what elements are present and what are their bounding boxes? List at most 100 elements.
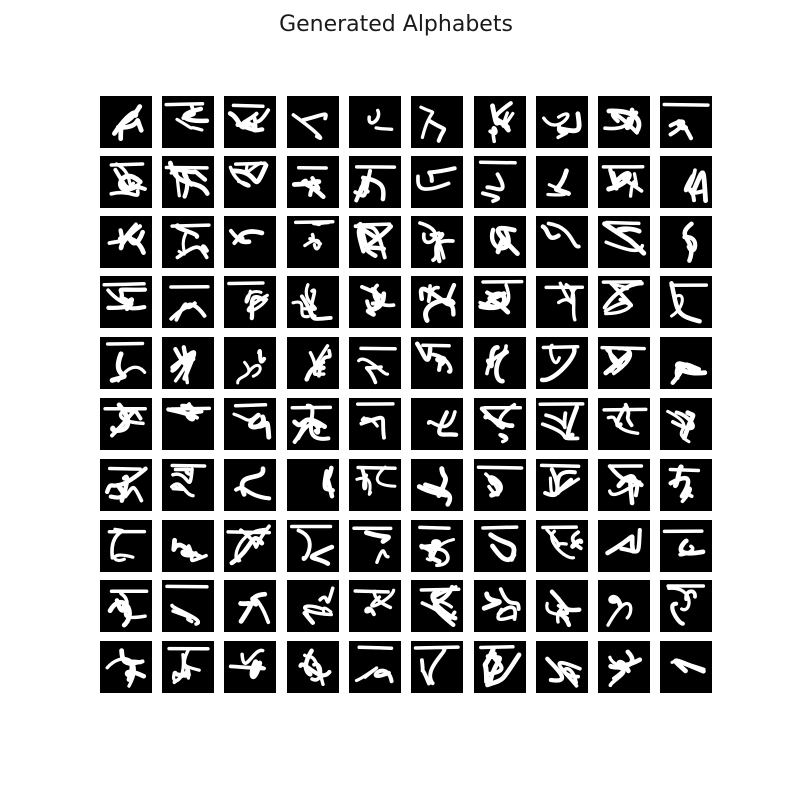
glyph-stroke bbox=[668, 119, 686, 137]
glyph-stroke bbox=[672, 464, 684, 489]
glyph-stroke bbox=[244, 289, 263, 304]
glyph-stroke bbox=[187, 544, 208, 563]
glyph-stroke bbox=[609, 281, 633, 308]
glyph-stroke bbox=[296, 528, 312, 561]
glyph-headline bbox=[170, 223, 211, 228]
handwritten-glyph bbox=[545, 589, 582, 628]
handwritten-glyph bbox=[662, 529, 706, 557]
handwritten-glyph bbox=[234, 466, 272, 501]
character-tile bbox=[474, 337, 526, 389]
character-tile bbox=[287, 276, 339, 328]
glyph-stroke bbox=[175, 117, 204, 132]
glyph-stroke bbox=[303, 648, 314, 677]
character-tile bbox=[411, 398, 463, 450]
handwritten-glyph bbox=[539, 343, 580, 383]
character-tile bbox=[660, 459, 712, 511]
glyph-stroke bbox=[364, 365, 383, 385]
glyph-headline bbox=[109, 162, 145, 167]
glyph-headline bbox=[227, 281, 265, 286]
glyph-stroke bbox=[364, 606, 376, 617]
character-tile bbox=[349, 398, 401, 450]
handwritten-glyph bbox=[481, 587, 521, 622]
handwritten-glyph bbox=[171, 537, 208, 563]
glyph-stroke bbox=[247, 364, 262, 378]
glyph-stroke bbox=[303, 238, 321, 251]
glyph-stroke bbox=[177, 229, 189, 256]
handwritten-glyph bbox=[105, 341, 147, 383]
handwritten-glyph bbox=[607, 464, 644, 506]
glyph-headline bbox=[421, 343, 451, 348]
glyph-stroke bbox=[484, 651, 504, 677]
character-tile bbox=[224, 459, 276, 511]
glyph-stroke bbox=[604, 240, 645, 253]
glyph-stroke bbox=[374, 126, 394, 131]
character-tile bbox=[287, 580, 339, 632]
handwritten-glyph bbox=[293, 219, 335, 251]
character-tile bbox=[162, 96, 214, 148]
character-tile bbox=[474, 641, 526, 693]
glyph-stroke bbox=[483, 290, 502, 307]
character-tile bbox=[598, 459, 650, 511]
glyph-stroke bbox=[116, 365, 147, 383]
handwritten-glyph bbox=[606, 594, 633, 627]
glyph-stroke bbox=[246, 293, 269, 313]
glyph-headline bbox=[668, 467, 701, 473]
glyph-stroke bbox=[419, 105, 435, 140]
handwritten-glyph bbox=[229, 228, 265, 245]
glyph-stroke bbox=[539, 347, 577, 383]
character-tile bbox=[411, 580, 463, 632]
character-tile bbox=[100, 580, 152, 632]
glyph-stroke bbox=[170, 603, 201, 626]
handwritten-glyph bbox=[416, 166, 457, 191]
handwritten-glyph bbox=[419, 584, 461, 628]
handwritten-glyph bbox=[542, 111, 582, 140]
glyph-stroke bbox=[431, 352, 453, 374]
character-tile bbox=[100, 96, 152, 148]
glyph-stroke bbox=[495, 225, 520, 256]
character-tile bbox=[349, 216, 401, 268]
glyph-stroke bbox=[118, 287, 148, 303]
glyph-headline bbox=[418, 525, 451, 530]
glyph-headline bbox=[478, 160, 517, 165]
glyph-stroke bbox=[248, 412, 266, 430]
character-tile bbox=[474, 96, 526, 148]
glyph-stroke bbox=[354, 184, 370, 203]
handwritten-glyph bbox=[478, 279, 524, 315]
character-tile bbox=[287, 641, 339, 693]
character-tile bbox=[349, 580, 401, 632]
glyph-stroke bbox=[234, 486, 272, 501]
glyph-stroke bbox=[684, 589, 697, 601]
glyph-stroke bbox=[230, 162, 269, 185]
character-tile bbox=[287, 459, 339, 511]
character-tile bbox=[224, 216, 276, 268]
handwritten-glyph bbox=[418, 221, 455, 264]
glyph-headline bbox=[356, 465, 397, 471]
glyph-stroke bbox=[181, 171, 194, 199]
character-tile bbox=[660, 398, 712, 450]
handwritten-glyph bbox=[666, 409, 696, 444]
glyph-stroke bbox=[602, 281, 644, 310]
glyph-stroke bbox=[570, 530, 583, 551]
glyph-stroke bbox=[680, 486, 694, 504]
character-tile bbox=[411, 156, 463, 208]
glyph-stroke bbox=[171, 537, 195, 558]
character-tile bbox=[100, 337, 152, 389]
glyph-stroke bbox=[125, 659, 145, 666]
glyph-stroke bbox=[556, 610, 572, 628]
character-tile bbox=[349, 459, 401, 511]
glyph-stroke bbox=[678, 544, 695, 557]
glyph-headline bbox=[602, 407, 648, 412]
glyph-stroke bbox=[229, 228, 245, 245]
glyph-stroke bbox=[494, 349, 509, 384]
character-tile bbox=[411, 337, 463, 389]
character-tile bbox=[598, 398, 650, 450]
glyph-stroke bbox=[608, 649, 635, 670]
glyph-stroke bbox=[113, 553, 135, 562]
handwritten-glyph bbox=[682, 221, 698, 263]
handwritten-glyph bbox=[102, 282, 148, 312]
handwritten-glyph bbox=[170, 463, 207, 498]
character-tile bbox=[536, 398, 588, 450]
handwritten-glyph bbox=[603, 107, 642, 135]
glyph-stroke bbox=[485, 652, 522, 688]
